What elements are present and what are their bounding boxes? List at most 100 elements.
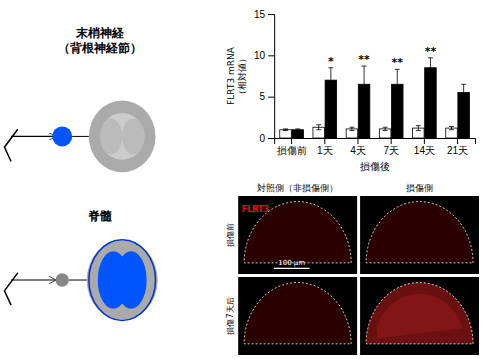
tick-mark (268, 97, 274, 98)
image-panel: FLRT3 100 μm (238, 196, 357, 274)
connector (72, 136, 89, 137)
significance: ******* (328, 45, 436, 70)
nerve-arrow (11, 136, 55, 137)
cord (87, 241, 158, 320)
tissue (244, 283, 351, 344)
x-axis-title: 損傷後 (360, 161, 390, 172)
y-axis-title: FLRT3 mRNA（相対値） (226, 46, 247, 105)
panel-title: 末梢神経（背根神経節） (58, 26, 142, 55)
error-bar-stem (364, 66, 365, 102)
bar (425, 68, 437, 138)
error-bar-cap (416, 125, 421, 126)
error-bar-cap (395, 99, 400, 100)
tick-label: 21天 (447, 145, 468, 156)
bar-chart: *******051015損傷前1天4天7天14天21天損傷後FLRT3 mRN… (226, 9, 475, 172)
tick: 0 (260, 133, 275, 144)
error-bar-cap (461, 100, 466, 101)
error-bar-cap (328, 92, 333, 93)
bar (446, 128, 458, 138)
image-panel (360, 196, 479, 274)
scale-bar-label: 100 μm (278, 259, 305, 267)
nerve-arrow (11, 279, 55, 280)
tick: 5 (260, 91, 275, 102)
tick-mark (268, 14, 274, 15)
limb (4, 273, 17, 305)
axis-line (268, 15, 275, 139)
bar (346, 129, 358, 138)
cord-lobe (100, 118, 122, 154)
error-bar-cap (283, 130, 288, 131)
tick-mark (268, 138, 274, 139)
tick: 損傷前 (277, 138, 307, 156)
error-bar (449, 126, 454, 129)
tick: 14天 (414, 138, 435, 156)
image-background (360, 277, 479, 355)
ganglion (56, 273, 69, 286)
tick-mark (324, 138, 325, 144)
tick-label: 14天 (414, 145, 435, 156)
stain-label: FLRT3 (242, 205, 269, 214)
tissue (366, 202, 473, 263)
tick: 4天 (350, 138, 366, 156)
tick-mark (457, 138, 458, 144)
tick-mark (291, 138, 292, 144)
illustration (4, 240, 157, 321)
tick-label: 5 (260, 91, 266, 102)
error-bar-stem (418, 126, 419, 131)
scale-bar (274, 268, 310, 269)
tick-label: 0 (260, 133, 266, 144)
column-label: 対照側（非損傷側） (257, 183, 338, 193)
image-panel (360, 277, 479, 355)
series (292, 58, 470, 138)
tick-label: 7天 (383, 145, 399, 156)
error-bar-cap (383, 127, 388, 128)
tick-label: 15 (254, 9, 266, 20)
error-bar-cap (349, 127, 354, 128)
error-bar-cap (316, 129, 321, 130)
tick-label: 10 (254, 50, 266, 61)
significance-marker: ** (358, 53, 370, 66)
error-bar-cap (428, 77, 433, 78)
error-bar-cap (461, 84, 466, 85)
error-bar-stem (430, 58, 431, 78)
error-bar-cap (283, 128, 288, 129)
image-background (238, 196, 357, 274)
error-bar-stem (451, 126, 452, 129)
error-bar-cap (449, 129, 454, 130)
column-label: 損傷側 (406, 183, 433, 193)
error-bar-stem (330, 68, 331, 93)
bar (280, 130, 292, 138)
axis-line (275, 139, 476, 145)
error-bar (283, 129, 288, 131)
error-bar-cap (349, 130, 354, 131)
tick: 21天 (447, 138, 468, 156)
tick-label: 1天 (317, 145, 333, 156)
row-label: 損傷7天后 (226, 297, 235, 334)
tick-mark (391, 138, 392, 144)
significance-marker: ** (425, 45, 437, 58)
connector (69, 280, 87, 281)
cord (89, 101, 156, 173)
y-axis: 0 5 10 15 (254, 9, 275, 144)
tick: 1天 (317, 138, 333, 156)
error-bar-stem (385, 127, 386, 130)
error-bar (362, 66, 367, 102)
ganglion (52, 126, 72, 146)
cord-grey-matter (116, 251, 147, 308)
tick-mark (268, 55, 274, 56)
error-bar (416, 126, 421, 131)
error-bar (316, 125, 321, 130)
error-bar-cap (295, 128, 300, 129)
row-label: 損傷前 (226, 223, 235, 247)
error-bar-stem (351, 127, 352, 130)
error-bar (395, 69, 400, 99)
image-panels: 対照側（非損傷側） 損傷側損傷前損傷7天后 FLRT3 100 μm (226, 183, 479, 355)
tick: 15 (254, 9, 274, 20)
error-bar-cap (295, 130, 300, 131)
plot-area (280, 58, 470, 138)
significance-marker: ** (392, 56, 404, 69)
significance-marker: * (328, 55, 334, 68)
cord-outline (89, 240, 156, 321)
error-bar (428, 58, 433, 78)
image-panel (238, 277, 357, 355)
